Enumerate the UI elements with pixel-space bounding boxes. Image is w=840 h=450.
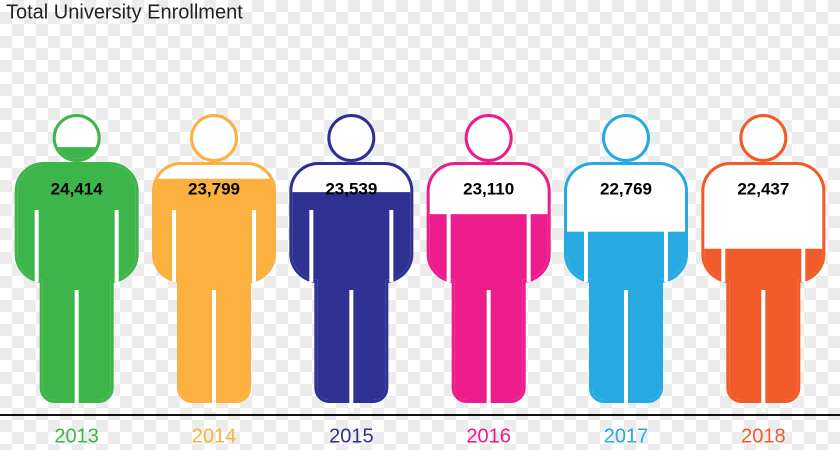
person-body <box>605 117 647 159</box>
x-tick-label: 2014 <box>192 425 237 447</box>
value-label: 24,414 <box>51 179 104 198</box>
person-body <box>330 117 373 159</box>
x-tick-label: 2017 <box>604 425 649 447</box>
person: 23,539 <box>289 114 414 412</box>
person-body <box>193 117 235 159</box>
x-tick-label: 2013 <box>54 425 99 447</box>
person: 24,414 <box>14 114 139 412</box>
person-body <box>742 117 785 159</box>
value-label: 22,769 <box>600 179 652 198</box>
chart-title: Total University Enrollment <box>6 1 243 23</box>
x-tick-label: 2016 <box>466 425 511 447</box>
person-body <box>467 117 510 159</box>
x-tick-label: 2015 <box>329 425 374 447</box>
value-label: 23,539 <box>325 179 377 198</box>
person: 23,799 <box>152 114 276 412</box>
value-label: 22,437 <box>737 179 789 198</box>
value-label: 23,110 <box>463 179 514 198</box>
value-label: 23,799 <box>188 179 240 198</box>
person: 22,769 <box>564 114 688 412</box>
person: 23,110 <box>426 114 551 412</box>
x-tick-label: 2018 <box>741 425 786 447</box>
person: 22,437 <box>701 114 826 412</box>
